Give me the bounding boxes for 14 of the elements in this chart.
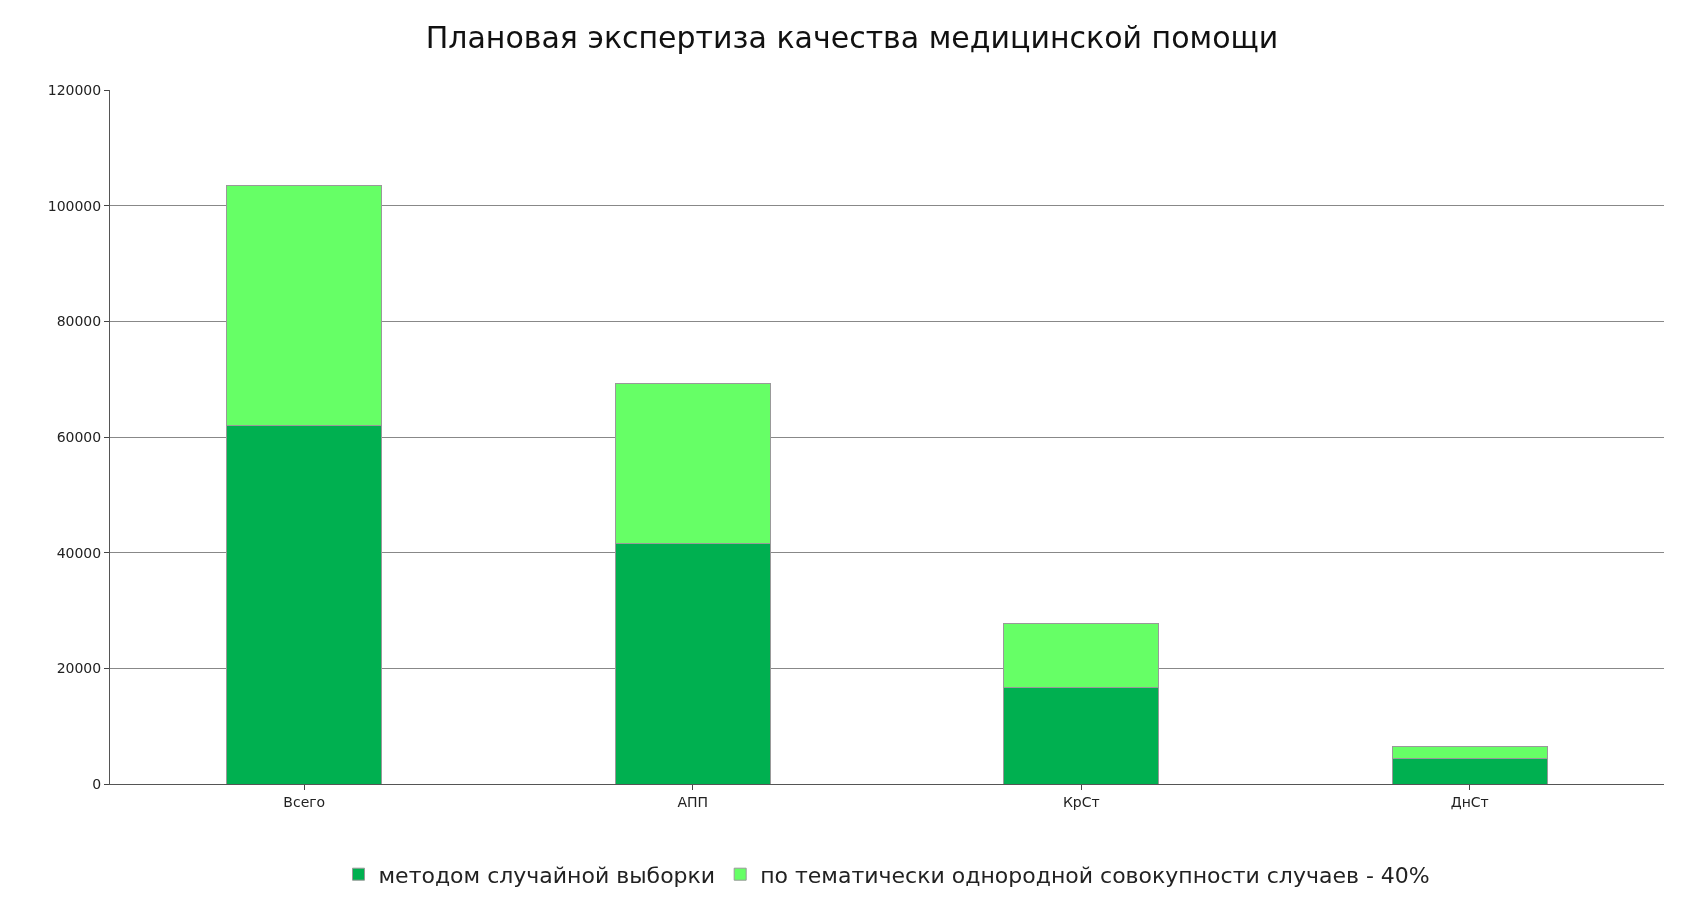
legend-label: методом случайной выборки xyxy=(378,862,716,888)
chart-title: Плановая экспертиза качества медицинской помощи xyxy=(425,20,1279,56)
y-tick-label: 40000 xyxy=(56,544,102,561)
y-tick-label: 60000 xyxy=(56,428,102,445)
y-tick-label: 20000 xyxy=(56,660,102,677)
y-tick-label: 80000 xyxy=(56,313,102,330)
y-tick-label: 100000 xyxy=(47,197,102,214)
legend-label: по тематически однородной совокупности случаев - 40% xyxy=(760,862,1430,888)
x-tick-label: КрСт xyxy=(1062,793,1100,810)
x-tick-label: Всего xyxy=(283,793,326,810)
x-tick-label: АПП xyxy=(677,793,709,810)
y-tick-label: 120000 xyxy=(47,81,102,98)
x-tick-label: ДнСт xyxy=(1450,793,1489,810)
y-tick-label: 0 xyxy=(92,775,102,792)
